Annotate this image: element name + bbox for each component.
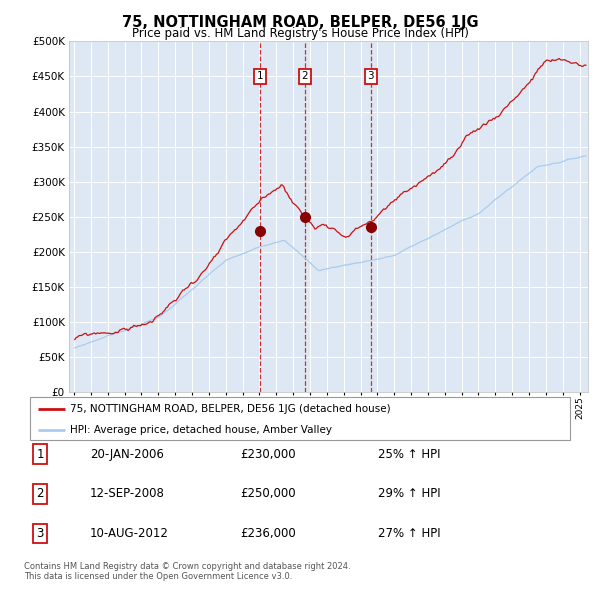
Text: 1: 1 xyxy=(37,448,44,461)
Text: 3: 3 xyxy=(37,527,44,540)
Text: Contains HM Land Registry data © Crown copyright and database right 2024.: Contains HM Land Registry data © Crown c… xyxy=(24,562,350,571)
Text: 12-SEP-2008: 12-SEP-2008 xyxy=(90,487,165,500)
Text: £250,000: £250,000 xyxy=(240,487,296,500)
Text: 1: 1 xyxy=(257,71,263,81)
Text: This data is licensed under the Open Government Licence v3.0.: This data is licensed under the Open Gov… xyxy=(24,572,292,581)
Text: 75, NOTTINGHAM ROAD, BELPER, DE56 1JG (detached house): 75, NOTTINGHAM ROAD, BELPER, DE56 1JG (d… xyxy=(71,404,391,414)
Text: 10-AUG-2012: 10-AUG-2012 xyxy=(90,527,169,540)
Text: 75, NOTTINGHAM ROAD, BELPER, DE56 1JG: 75, NOTTINGHAM ROAD, BELPER, DE56 1JG xyxy=(122,15,478,30)
Text: HPI: Average price, detached house, Amber Valley: HPI: Average price, detached house, Ambe… xyxy=(71,425,332,435)
FancyBboxPatch shape xyxy=(30,397,570,440)
Text: 27% ↑ HPI: 27% ↑ HPI xyxy=(378,527,440,540)
Text: 2: 2 xyxy=(37,487,44,500)
Text: £230,000: £230,000 xyxy=(240,448,296,461)
Text: £236,000: £236,000 xyxy=(240,527,296,540)
Text: 3: 3 xyxy=(367,71,374,81)
Text: Price paid vs. HM Land Registry's House Price Index (HPI): Price paid vs. HM Land Registry's House … xyxy=(131,27,469,40)
Text: 20-JAN-2006: 20-JAN-2006 xyxy=(90,448,164,461)
Text: 2: 2 xyxy=(302,71,308,81)
Text: 29% ↑ HPI: 29% ↑ HPI xyxy=(378,487,440,500)
Text: 25% ↑ HPI: 25% ↑ HPI xyxy=(378,448,440,461)
